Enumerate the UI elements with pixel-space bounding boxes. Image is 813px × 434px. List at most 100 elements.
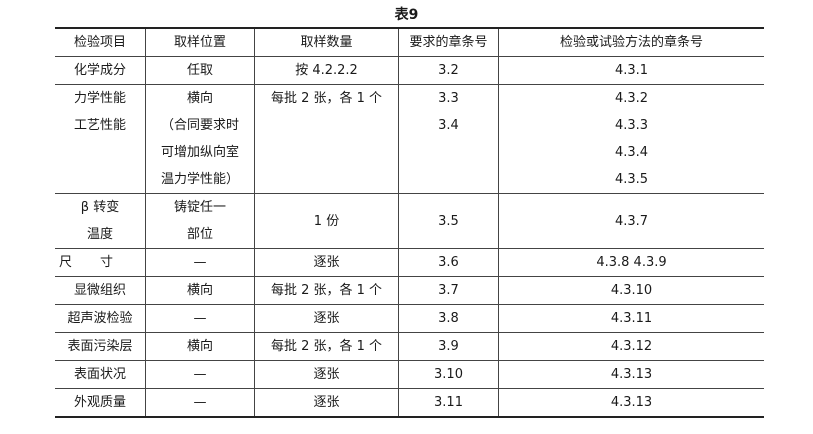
cell-line: 4.3.10 — [610, 283, 653, 298]
table-row: 显微组织 横向 每批 2 张，各 1 个 3.7 4.3.10 — [55, 276, 764, 305]
cell-method: 4.3.13 — [498, 388, 764, 418]
header-row: 检验项目 取样位置 取样数量 要求的章条号 检验或试验方法的章条号 — [55, 27, 764, 57]
cell-line: 4.3.3 — [614, 118, 649, 133]
cell-line: 3.8 — [438, 311, 459, 326]
header-cell: 要求的章条号 — [398, 27, 499, 57]
cell-line: 4.3.12 — [610, 339, 653, 354]
cell-line: 工艺性能 — [73, 118, 126, 133]
cell-method: 4.3.10 — [498, 276, 764, 305]
cell-method: 4.3.8 4.3.9 — [498, 248, 764, 277]
cell-quantity: 逐张 — [254, 304, 399, 333]
cell-line: 3.6 — [438, 255, 459, 270]
cell-line: — — [193, 311, 207, 326]
cell-item: 表面污染层 — [55, 332, 146, 361]
table-row: 表面状况 — 逐张 3.10 4.3.13 — [55, 360, 764, 389]
cell-quantity: 每批 2 张，各 1 个 — [254, 84, 399, 194]
cell-line: 铸锭任一 — [173, 200, 226, 215]
cell-method: 4.3.11 — [498, 304, 764, 333]
cell-item: 表面状况 — [55, 360, 146, 389]
cell-line: 温度 — [86, 227, 113, 242]
cell-line: — — [193, 255, 207, 270]
cell-line: 3.9 — [438, 339, 459, 354]
cell-line: 3.5 — [438, 213, 459, 229]
cell-line: 3.4 — [438, 118, 459, 133]
cell-quantity: 逐张 — [254, 248, 399, 277]
cell-item: 力学性能 工艺性能 — [55, 84, 146, 194]
header-cell: 取样数量 — [254, 27, 399, 57]
cell-position: 横向 — [145, 332, 255, 361]
cell-line: 表面状况 — [73, 367, 126, 382]
table-row: 尺寸 — 逐张 3.6 4.3.8 4.3.9 — [55, 248, 764, 277]
cell-method: 4.3.2 4.3.3 4.3.4 4.3.5 — [498, 84, 764, 194]
cell-req: 3.10 — [398, 360, 499, 389]
cell-line: 3.11 — [434, 395, 463, 410]
cell-req: 3.6 — [398, 248, 499, 277]
table-row: 化学成分 任取 按 4.2.2.2 3.2 4.3.1 — [55, 56, 764, 85]
cell-method: 4.3.7 — [498, 193, 764, 249]
cell-line: 横向 — [186, 91, 213, 106]
cell-quantity: 逐张 — [254, 388, 399, 418]
cell-line: 表面污染层 — [67, 339, 133, 354]
cell-line: 部位 — [186, 227, 213, 242]
cell-line: 可增加纵向室 — [160, 145, 239, 160]
cell-quantity: 每批 2 张，各 1 个 — [254, 332, 399, 361]
cell-req: 3.9 — [398, 332, 499, 361]
cell-item: 尺寸 — [55, 248, 146, 277]
cell-line: 4.3.2 — [614, 91, 649, 106]
table-row: 外观质量 — 逐张 3.11 4.3.13 — [55, 388, 764, 418]
cell-line: 化学成分 — [73, 63, 126, 78]
cell-line: 尺寸 — [58, 255, 141, 270]
cell-item: 化学成分 — [55, 56, 146, 85]
cell-method: 4.3.12 — [498, 332, 764, 361]
cell-line: 4.3.4 — [614, 145, 649, 160]
cell-method: 4.3.1 — [498, 56, 764, 85]
cell-position: 横向 （合同要求时 可增加纵向室 温力学性能） — [145, 84, 255, 194]
cell-position: — — [145, 248, 255, 277]
cell-position: — — [145, 304, 255, 333]
cell-line: 外观质量 — [73, 395, 126, 410]
cell-req: 3.8 — [398, 304, 499, 333]
cell-item: 显微组织 — [55, 276, 146, 305]
cell-line: 4.3.13 — [610, 395, 653, 410]
table-row: β 转变 温度 铸锭任一 部位 1 份 3.5 4.3.7 — [55, 193, 764, 249]
cell-line: — — [193, 367, 207, 382]
cell-line: 3.10 — [434, 367, 463, 382]
cell-line: 4.3.7 — [614, 213, 649, 229]
cell-line: 显微组织 — [73, 283, 126, 298]
header-cell: 检验项目 — [55, 27, 146, 57]
cell-line: 横向 — [186, 339, 213, 354]
cell-line: 任取 — [186, 63, 213, 78]
table-row: 力学性能 工艺性能 横向 （合同要求时 可增加纵向室 温力学性能） 每批 2 张，各 1 个… — [55, 84, 764, 194]
cell-method: 4.3.13 — [498, 360, 764, 389]
cell-position: — — [145, 388, 255, 418]
inspection-table: 检验项目 取样位置 取样数量 要求的章条号 检验或试验方法的章条号 化学成分 任取… — [55, 27, 764, 418]
cell-line: β 转变 — [80, 200, 120, 215]
cell-item: 外观质量 — [55, 388, 146, 418]
cell-req: 3.3 3.4 — [398, 84, 499, 194]
cell-quantity: 按 4.2.2.2 — [254, 56, 399, 85]
header-cell: 检验或试验方法的章条号 — [498, 27, 764, 57]
cell-line: — — [193, 395, 207, 410]
cell-line: 3.3 — [438, 91, 459, 106]
cell-line: 4.3.13 — [610, 367, 653, 382]
cell-item: β 转变温度 — [55, 193, 146, 249]
table-row: 超声波检验 — 逐张 3.8 4.3.11 — [55, 304, 764, 333]
cell-quantity: 逐张 — [254, 360, 399, 389]
cell-quantity: 每批 2 张，各 1 个 — [254, 276, 399, 305]
cell-line: 4.3.1 — [614, 63, 649, 78]
cell-line: 3.7 — [438, 283, 459, 298]
cell-req: 3.5 — [398, 193, 499, 249]
table-row: 表面污染层 横向 每批 2 张，各 1 个 3.9 4.3.12 — [55, 332, 764, 361]
header-cell: 取样位置 — [145, 27, 255, 57]
cell-position: 横向 — [145, 276, 255, 305]
cell-line: 4.3.8 4.3.9 — [596, 255, 667, 270]
cell-line: 超声波检验 — [67, 311, 133, 326]
cell-line: 3.2 — [438, 63, 459, 78]
cell-line: 力学性能 — [73, 91, 126, 106]
cell-item: 超声波检验 — [55, 304, 146, 333]
cell-line: 横向 — [186, 283, 213, 298]
cell-position: — — [145, 360, 255, 389]
cell-line: 4.3.11 — [610, 311, 653, 326]
cell-line: （合同要求时 — [160, 118, 239, 133]
table-caption: 表9 — [394, 7, 419, 23]
